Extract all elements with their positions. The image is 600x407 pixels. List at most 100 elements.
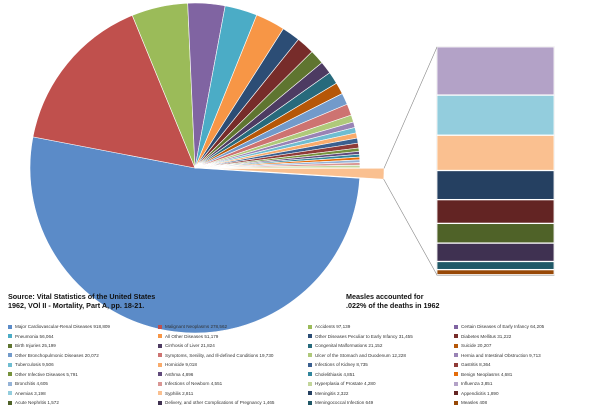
legend-item: Acute Nephritis 1,572 [8, 398, 154, 407]
legend-swatch [454, 353, 458, 357]
legend-label: Malignant Neoplasms 278,562 [165, 324, 228, 329]
legend-label: Hyperplasia of Prostate 4,280 [315, 381, 376, 386]
connector-lines [383, 46, 438, 276]
legend-item: Benign Neoplasms 4,681 [454, 370, 598, 379]
legend-swatch [158, 334, 162, 338]
legend-swatch [308, 391, 312, 395]
detail-segment-6 [436, 223, 555, 244]
legend-item: Cholelithiasis 4,851 [308, 370, 454, 379]
legend-label: Other Diseases Peculiar to Early Infancy… [315, 333, 413, 339]
legend-item: Congenital Malformations 21,152 [308, 341, 454, 350]
legend-label: Acute Nephritis 1,572 [15, 400, 59, 405]
exploded-slice [216, 168, 385, 180]
legend-item: Birth Injuries 25,199 [8, 341, 154, 350]
legend-item: Syphilis 2,811 [158, 389, 304, 398]
legend-label: Symptoms, Senility, and Ill-defined Cond… [165, 352, 274, 358]
legend-item: Homicide 9,018 [158, 360, 304, 369]
legend-item: Hyperplasia of Prostate 4,280 [308, 379, 454, 388]
legend-item: Major Cardiovascular-Renal Diseases 918,… [8, 322, 154, 331]
pie-slice-27 [194, 164, 361, 169]
legend-item: Ulcer of the Stomach and Duodenum 12,228 [308, 351, 454, 360]
connector-line-top [383, 46, 438, 169]
legend-label: Homicide 9,018 [165, 362, 197, 367]
legend-label: Asthma 4,896 [165, 371, 194, 377]
legend-label: Other Bronchopulmonic Diseases 20,072 [15, 352, 99, 358]
legend-label: Cholelithiasis 4,851 [315, 371, 355, 377]
legend-label: Syphilis 2,811 [165, 390, 194, 396]
legend-label: Ulcer of the Stomach and Duodenum 12,228 [315, 352, 406, 358]
legend-swatch [454, 362, 458, 367]
legend-swatch [8, 334, 12, 338]
legend-swatch [158, 324, 162, 329]
legend-swatch [8, 381, 12, 386]
legend-item: Other Bronchopulmonic Diseases 20,072 [8, 351, 154, 360]
legend-swatch [308, 372, 312, 376]
legend-swatch [308, 324, 312, 329]
legend-swatch [158, 372, 162, 376]
legend-label: Cirrhosis of Liver 21,824 [165, 343, 215, 348]
legend-label: Measles 408 [461, 400, 488, 405]
detail-segment-7 [436, 242, 555, 262]
legend-label: Congenital Malformations 21,152 [315, 343, 383, 348]
legend-item: Asthma 4,896 [158, 370, 304, 379]
legend-swatch [454, 372, 458, 376]
legend-swatch [308, 381, 312, 386]
legend-item: Anemias 3,198 [8, 389, 154, 398]
legend-label: Gastritis 8,364 [461, 362, 491, 367]
legend-label: Accidents 97,139 [315, 324, 351, 329]
legend-item: Other Diseases Peculiar to Early Infancy… [308, 332, 454, 341]
legend-swatch [454, 334, 458, 338]
source-note: Source: Vital Statistics of the United S… [8, 292, 156, 310]
legend-label: Infections of Kidney 8,735 [315, 362, 368, 367]
detail-segment-2 [436, 94, 555, 136]
legend-label: Appendicitis 1,890 [461, 390, 499, 396]
legend-swatch [8, 391, 12, 395]
legend-swatch [308, 400, 312, 405]
legend-label: Certain Diseases of Early Infancy 64,205 [461, 324, 545, 329]
legend-swatch [308, 334, 312, 338]
legend-item: Pneumonia 56,064 [8, 332, 154, 341]
detail-segment-3 [436, 135, 555, 171]
legend-item: Other Infective Diseases 5,791 [8, 370, 154, 379]
legend-item: Malignant Neoplasms 278,562 [158, 322, 304, 331]
legend-label: Anemias 3,198 [15, 390, 46, 396]
detail-segment-1 [436, 46, 555, 96]
legend-item: Certain Diseases of Early Infancy 64,205 [454, 322, 598, 331]
legend-swatch [454, 324, 458, 329]
legend-label: Bronchitis 4,605 [15, 381, 48, 386]
detail-segment-5 [436, 199, 555, 224]
legend-label: Major Cardiovascular-Renal Diseases 918,… [15, 324, 110, 329]
legend-swatch [308, 343, 312, 348]
legend-swatch [158, 343, 162, 348]
legend-item: Appendicitis 1,890 [454, 389, 598, 398]
legend-swatch [8, 343, 12, 348]
legend-item: Accidents 97,139 [308, 322, 454, 331]
pie-slices [29, 2, 361, 334]
legend-item: Symptoms, Senility, and Ill-defined Cond… [158, 351, 304, 360]
legend-item: Infections of Kidney 8,735 [308, 360, 454, 369]
legend-swatch [158, 353, 162, 357]
legend-swatch [158, 400, 162, 405]
legend-item: Gastritis 8,364 [454, 360, 598, 369]
legend-swatch [454, 343, 458, 348]
measles-annotation: Measles accounted for .022% of the death… [346, 292, 440, 310]
legend-swatch [8, 353, 12, 357]
detail-segment-4 [436, 170, 555, 200]
legend-item: Meningococcal Infection 649 [308, 398, 454, 407]
legend-item: Influenza 3,851 [454, 379, 598, 388]
legend-label: Meningococcal Infection 649 [315, 400, 374, 405]
legend-swatch [8, 324, 12, 329]
legend-swatch [454, 381, 458, 386]
legend-swatch [308, 353, 312, 357]
legend-swatch [454, 391, 458, 395]
legend-swatch [158, 391, 162, 395]
exploded-wedge [216, 168, 385, 180]
pie-slice-1 [29, 136, 360, 334]
legend-label: Suicide 20,207 [461, 343, 492, 348]
legend-label: Other Infective Diseases 5,791 [15, 371, 78, 377]
connector-line-bottom [383, 179, 438, 276]
legend-item: Suicide 20,207 [454, 341, 598, 350]
legend-item: Delivery, and other Complications of Pre… [158, 398, 304, 407]
legend-label: Meningitis 2,322 [315, 390, 349, 396]
